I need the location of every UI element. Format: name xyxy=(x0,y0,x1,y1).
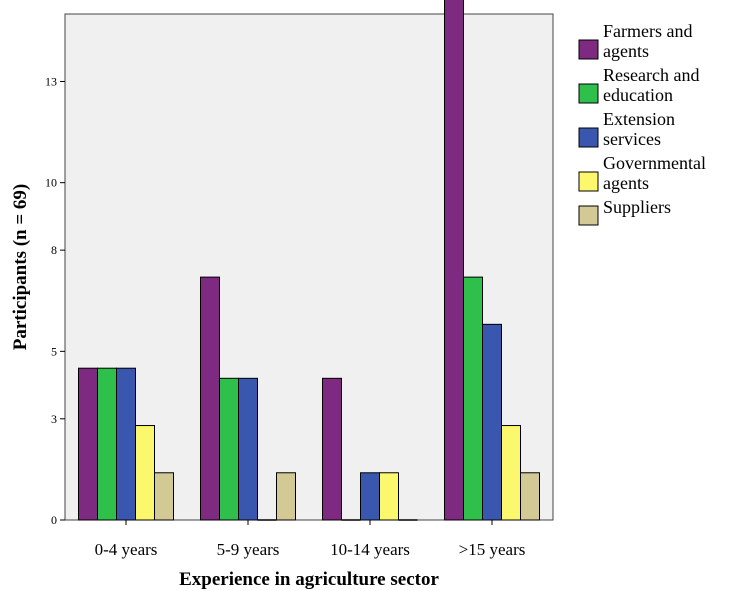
bar-0-4 xyxy=(154,472,174,521)
legend-label: Governmental xyxy=(603,153,706,173)
legend-label: agents xyxy=(603,41,649,61)
legend-label: services xyxy=(603,129,661,149)
bars xyxy=(78,0,540,521)
bar-0-1 xyxy=(97,367,117,521)
y-tick-label: 10 xyxy=(45,176,57,190)
legend-swatch xyxy=(578,127,599,148)
bar-3-0 xyxy=(444,0,464,521)
bar-1-4 xyxy=(276,472,296,521)
bar-1-0 xyxy=(200,276,220,521)
legend-label: education xyxy=(603,85,673,105)
bar-1-1 xyxy=(219,377,239,521)
y-tick-label: 0 xyxy=(51,513,57,527)
y-axis: 0 3 5 8 10 13 xyxy=(45,74,65,527)
bar-2-0 xyxy=(322,377,342,521)
y-axis-title: Participants (n = 69) xyxy=(10,184,31,351)
bar-1-2 xyxy=(238,377,258,521)
legend-swatch xyxy=(578,83,599,104)
y-tick-label: 13 xyxy=(45,74,57,88)
bar-0-0 xyxy=(78,367,98,521)
legend-swatch xyxy=(578,39,599,60)
legend-swatch xyxy=(578,171,599,192)
bar-2-3 xyxy=(379,472,399,521)
y-tick-label: 5 xyxy=(51,344,57,358)
bar-0-2 xyxy=(116,367,136,521)
bar-3-1 xyxy=(463,276,483,521)
x-tick-label: >15 years xyxy=(459,540,526,559)
legend-label: Extension xyxy=(603,109,675,129)
legend-label: Suppliers xyxy=(603,197,671,217)
legend-label: Research and xyxy=(603,65,699,85)
bar-3-2 xyxy=(482,323,502,521)
legend-label: agents xyxy=(603,173,649,193)
y-tick-label: 8 xyxy=(51,243,57,257)
bar-3-4 xyxy=(520,472,540,521)
legend-swatch xyxy=(578,205,599,226)
bar-3-3 xyxy=(501,425,521,521)
x-axis-title: Experience in agriculture sector xyxy=(179,569,439,590)
bar-2-2 xyxy=(360,472,380,521)
bar-0-3 xyxy=(135,425,155,521)
x-tick-label: 5-9 years xyxy=(217,540,280,559)
x-axis: 0-4 years 5-9 years 10-14 years >15 years xyxy=(95,520,526,559)
x-tick-label: 0-4 years xyxy=(95,540,158,559)
legend-label: Farmers and xyxy=(603,21,692,41)
x-tick-label: 10-14 years xyxy=(330,540,410,559)
y-tick-label: 3 xyxy=(51,412,57,426)
